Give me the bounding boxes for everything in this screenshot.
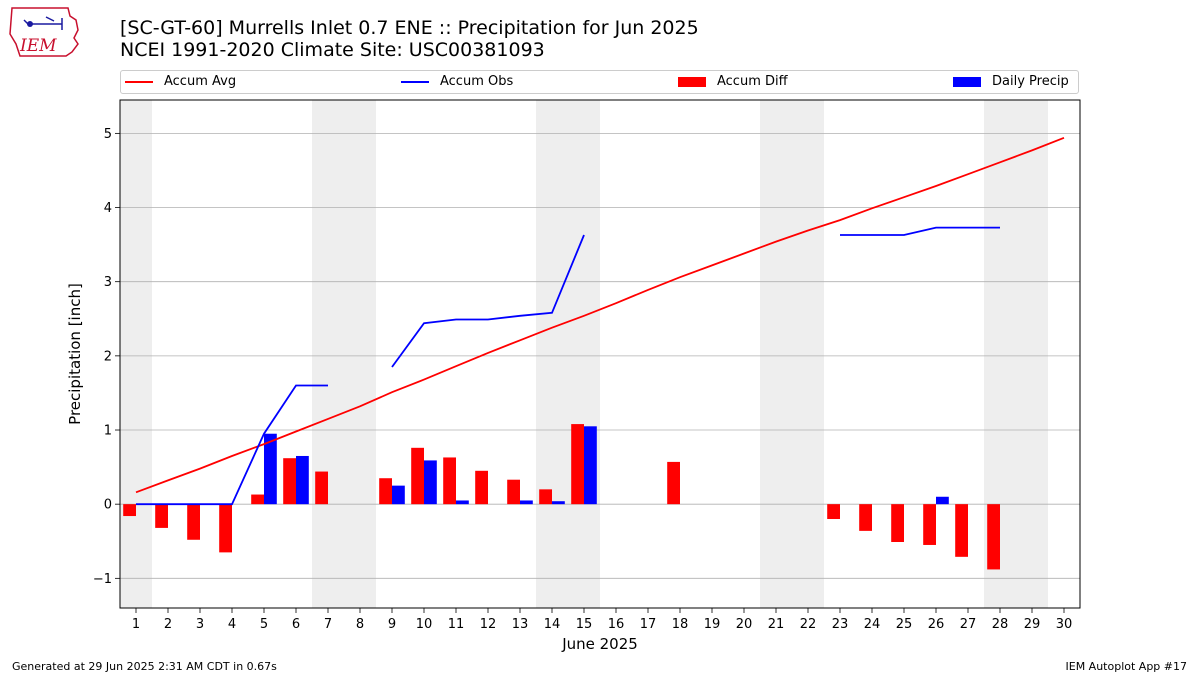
daily-precip-bar-9 <box>392 485 405 505</box>
legend-swatch-accum-obs <box>401 80 429 83</box>
y-tick-label-2: 1 <box>104 424 112 439</box>
x-tick-label-28: 28 <box>992 617 1009 632</box>
x-tick-label-20: 20 <box>736 617 753 632</box>
x-tick-label-4: 4 <box>228 617 236 632</box>
x-tick-label-3: 3 <box>196 617 204 632</box>
accum-diff-bar-25 <box>891 504 904 542</box>
x-axis-label: June 2025 <box>561 635 638 653</box>
accum-diff-bar-26 <box>923 504 936 545</box>
accum-diff-bar-12 <box>475 470 488 505</box>
legend-item-accum-avg: Accum Avg <box>125 74 236 89</box>
x-tick-label-15: 15 <box>576 617 593 632</box>
x-tick-label-9: 9 <box>388 617 396 632</box>
x-tick-label-23: 23 <box>832 617 849 632</box>
daily-precip-bar-14 <box>552 501 565 505</box>
accum-obs-line-segment-2 <box>840 226 1000 236</box>
accum-diff-bar-7 <box>315 471 328 505</box>
x-tick-label-29: 29 <box>1024 617 1041 632</box>
y-tick-label-4: 3 <box>104 275 112 290</box>
generated-footer: Generated at 29 Jun 2025 2:31 AM CDT in … <box>12 660 277 673</box>
x-tick-label-19: 19 <box>704 617 721 632</box>
legend-item-daily-precip: Daily Precip <box>953 74 1069 89</box>
accum-avg-line <box>135 136 1065 494</box>
x-tick-label-5: 5 <box>260 617 268 632</box>
accum-obs-line-segment-0 <box>136 384 328 506</box>
y-tick-label-5: 4 <box>104 201 112 216</box>
x-tick-label-21: 21 <box>768 617 785 632</box>
accum-diff-bar-1 <box>123 504 136 517</box>
x-tick-label-14: 14 <box>544 617 561 632</box>
accum-diff-bar-13 <box>507 479 520 505</box>
accum-diff-bar-24 <box>859 504 872 531</box>
daily-precip-bar-11 <box>456 500 469 505</box>
x-tick-label-25: 25 <box>896 617 913 632</box>
legend-swatch-accum-avg <box>125 80 153 83</box>
accum-diff-bar-5 <box>251 494 264 505</box>
x-tick-label-30: 30 <box>1056 617 1073 632</box>
x-tick-label-6: 6 <box>292 617 300 632</box>
x-tick-label-1: 1 <box>132 617 140 632</box>
x-tick-label-26: 26 <box>928 617 945 632</box>
x-tick-label-12: 12 <box>480 617 497 632</box>
accum-diff-bar-4 <box>219 504 232 553</box>
accum-diff-bar-11 <box>443 457 456 505</box>
y-tick-label-6: 5 <box>104 127 112 142</box>
chart-title: [SC-GT-60] Murrells Inlet 0.7 ENE :: Pre… <box>120 17 699 39</box>
daily-precip-bar-6 <box>296 455 309 505</box>
daily-precip-bar-5 <box>264 433 277 505</box>
legend-label-accum-avg: Accum Avg <box>164 74 237 89</box>
daily-precip-bar-26 <box>936 496 949 505</box>
y-tick-label-1: 0 <box>104 498 112 513</box>
legend-item-accum-obs: Accum Obs <box>401 74 513 89</box>
x-tick-label-24: 24 <box>864 617 881 632</box>
chart-subtitle: NCEI 1991-2020 Climate Site: USC00381093 <box>120 39 545 61</box>
x-tick-label-22: 22 <box>800 617 817 632</box>
daily-precip-bar-13 <box>520 500 533 505</box>
legend-label-daily-precip: Daily Precip <box>992 74 1069 89</box>
accum-diff-bar-14 <box>539 489 552 505</box>
daily-precip-bar-10 <box>424 460 437 505</box>
x-tick-label-8: 8 <box>356 617 364 632</box>
accum-diff-bar-3 <box>187 504 200 540</box>
x-tick-label-27: 27 <box>960 617 977 632</box>
y-tick-label-0: −1 <box>93 572 112 587</box>
chart-legend: Accum Avg Accum Obs Accum Diff Daily Pre… <box>120 70 1079 94</box>
x-tick-label-16: 16 <box>608 617 625 632</box>
x-tick-label-2: 2 <box>164 617 172 632</box>
accum-diff-bar-10 <box>411 447 424 505</box>
legend-label-accum-diff: Accum Diff <box>717 74 788 89</box>
accum-diff-bar-18 <box>667 461 680 505</box>
logo-text: IEM <box>19 36 57 56</box>
accum-diff-bar-28 <box>987 504 1000 570</box>
x-tick-label-13: 13 <box>512 617 529 632</box>
accum-diff-bar-2 <box>155 504 168 528</box>
accum-diff-bar-23 <box>827 504 840 520</box>
accum-diff-bar-27 <box>955 504 968 557</box>
weekend-shade-0 <box>120 100 152 608</box>
weekend-shade-1 <box>312 100 376 608</box>
iem-logo: IEM <box>9 7 79 57</box>
legend-label-accum-obs: Accum Obs <box>440 74 514 89</box>
x-tick-label-11: 11 <box>448 617 465 632</box>
x-tick-label-10: 10 <box>416 617 433 632</box>
x-tick-label-18: 18 <box>672 617 689 632</box>
legend-item-accum-diff: Accum Diff <box>678 74 788 89</box>
accum-diff-bar-15 <box>571 424 584 505</box>
accum-diff-bar-6 <box>283 458 296 505</box>
app-footer: IEM Autoplot App #17 <box>1065 660 1188 673</box>
legend-swatch-accum-diff <box>678 76 706 87</box>
x-tick-label-7: 7 <box>324 617 332 632</box>
legend-swatch-daily-precip <box>953 76 981 87</box>
accum-obs-line-segment-1 <box>391 234 585 368</box>
accum-diff-bar-9 <box>379 478 392 505</box>
plot-frame <box>119 99 1081 609</box>
weekend-shade-3 <box>760 100 824 608</box>
y-axis-label: Precipitation [inch] <box>66 283 84 425</box>
y-tick-label-3: 2 <box>104 349 112 364</box>
daily-precip-bar-15 <box>584 426 597 505</box>
x-tick-label-17: 17 <box>640 617 657 632</box>
weekend-shade-2 <box>536 100 600 608</box>
